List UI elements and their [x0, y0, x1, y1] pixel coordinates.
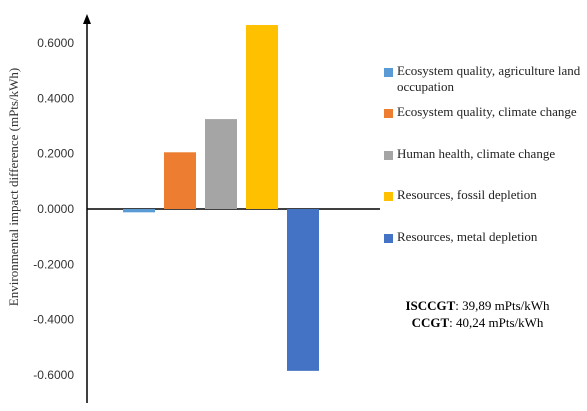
legend-label: Resources, fossil depletion	[397, 187, 537, 202]
legend-item-human-health: Human health, climate change	[384, 146, 587, 162]
bar	[287, 209, 319, 371]
y-tick-label: 0.6000	[37, 36, 74, 50]
y-tick-labels: 0.6000 0.4000 0.2000 0.0000 -0.2000 -0.4000 -0…	[33, 36, 74, 382]
legend-label: Ecosystem quality, climate change	[397, 104, 577, 119]
y-axis-arrow	[83, 14, 91, 24]
y-axis-label: Environmental impact difference (mPts/kW…	[6, 68, 21, 306]
y-tick-label: 0.0000	[37, 202, 74, 216]
legend-label: Resources, metal depletion	[397, 229, 538, 244]
bar	[164, 152, 196, 209]
legend-label: Human health, climate change	[397, 146, 556, 161]
bars	[123, 25, 319, 371]
y-tick-label: -0.4000	[33, 313, 74, 327]
y-tick-label: 0.2000	[37, 147, 74, 161]
legend-swatch	[384, 68, 393, 77]
y-tick-label: -0.6000	[33, 368, 74, 382]
score-annotation: ISCCGT: 39,89 mPts/kWh CCGT: 40,24 mPts/…	[395, 297, 560, 331]
bar	[246, 25, 278, 210]
y-tick-label: -0.2000	[33, 257, 74, 271]
legend-swatch	[384, 109, 393, 118]
annotation-ccgt-value: : 40,24 mPts/kWh	[449, 315, 544, 330]
y-tick-label: 0.4000	[37, 91, 74, 105]
legend-item-metal: Resources, metal depletion	[384, 229, 587, 245]
annotation-ccgt: CCGT: 40,24 mPts/kWh	[395, 314, 560, 331]
legend-item-fossil: Resources, fossil depletion	[384, 187, 587, 203]
annotation-isccgt-label: ISCCGT	[405, 298, 456, 313]
legend-swatch	[384, 234, 393, 243]
legend-item-eco-climate: Ecosystem quality, climate change	[384, 104, 587, 120]
annotation-isccgt-value: : 39,89 mPts/kWh	[455, 298, 550, 313]
bar	[205, 119, 237, 209]
legend-label: Ecosystem quality, agriculture land occu…	[397, 63, 581, 94]
legend-swatch	[384, 192, 393, 201]
legend-swatch	[384, 151, 393, 160]
bar	[123, 209, 155, 213]
legend-item-agriculture: Ecosystem quality, agriculture land occu…	[384, 63, 587, 95]
annotation-isccgt: ISCCGT: 39,89 mPts/kWh	[395, 297, 560, 314]
annotation-ccgt-label: CCGT	[411, 315, 450, 330]
